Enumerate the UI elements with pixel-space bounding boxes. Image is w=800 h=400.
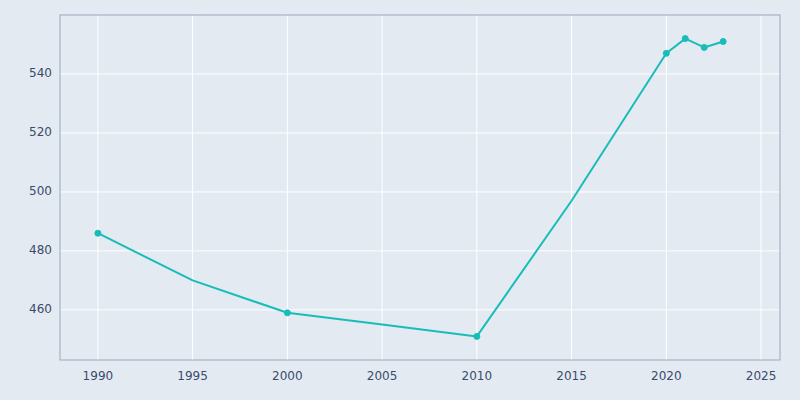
y-tick-label: 520 <box>29 125 52 139</box>
series-marker <box>474 333 480 339</box>
data-group <box>95 36 726 340</box>
y-grid-line <box>60 309 780 310</box>
grid <box>60 15 780 360</box>
series-marker <box>663 50 669 56</box>
x-grid-line <box>571 15 572 360</box>
x-grid-line <box>476 15 477 360</box>
series-marker <box>95 230 101 236</box>
x-grid-line <box>666 15 667 360</box>
y-grid-line <box>60 73 780 74</box>
x-tick-label: 2025 <box>746 369 777 383</box>
x-tick-label: 2000 <box>272 369 303 383</box>
x-grid-line <box>97 15 98 360</box>
y-tick-label: 460 <box>29 302 52 316</box>
series-line <box>98 39 723 337</box>
x-tick-label: 2005 <box>367 369 398 383</box>
x-tick-label: 1995 <box>177 369 208 383</box>
x-grid-line <box>761 15 762 360</box>
x-grid-line <box>382 15 383 360</box>
x-grid-line <box>287 15 288 360</box>
x-tick-label: 1990 <box>83 369 114 383</box>
x-grid-line <box>192 15 193 360</box>
y-tick-label: 500 <box>29 184 52 198</box>
series-marker <box>720 39 726 45</box>
y-grid-line <box>60 132 780 133</box>
x-tick-label: 2020 <box>651 369 682 383</box>
x-tick-label: 2010 <box>462 369 493 383</box>
series-marker <box>701 44 707 50</box>
x-tick-label: 2015 <box>556 369 587 383</box>
y-tick-label: 480 <box>29 243 52 257</box>
series-marker <box>284 310 290 316</box>
background <box>0 0 800 400</box>
y-tick-label: 540 <box>29 66 52 80</box>
chart: 460 480 500 520 540 1990 1995 2000 2005 2010 2015 2… <box>0 0 800 400</box>
chart-container: 460 480 500 520 540 1990 1995 2000 2005 2010 2015 2… <box>0 0 800 400</box>
plot-frame <box>60 15 780 360</box>
y-grid-line <box>60 250 780 251</box>
series-marker <box>682 36 688 42</box>
y-grid-line <box>60 191 780 192</box>
